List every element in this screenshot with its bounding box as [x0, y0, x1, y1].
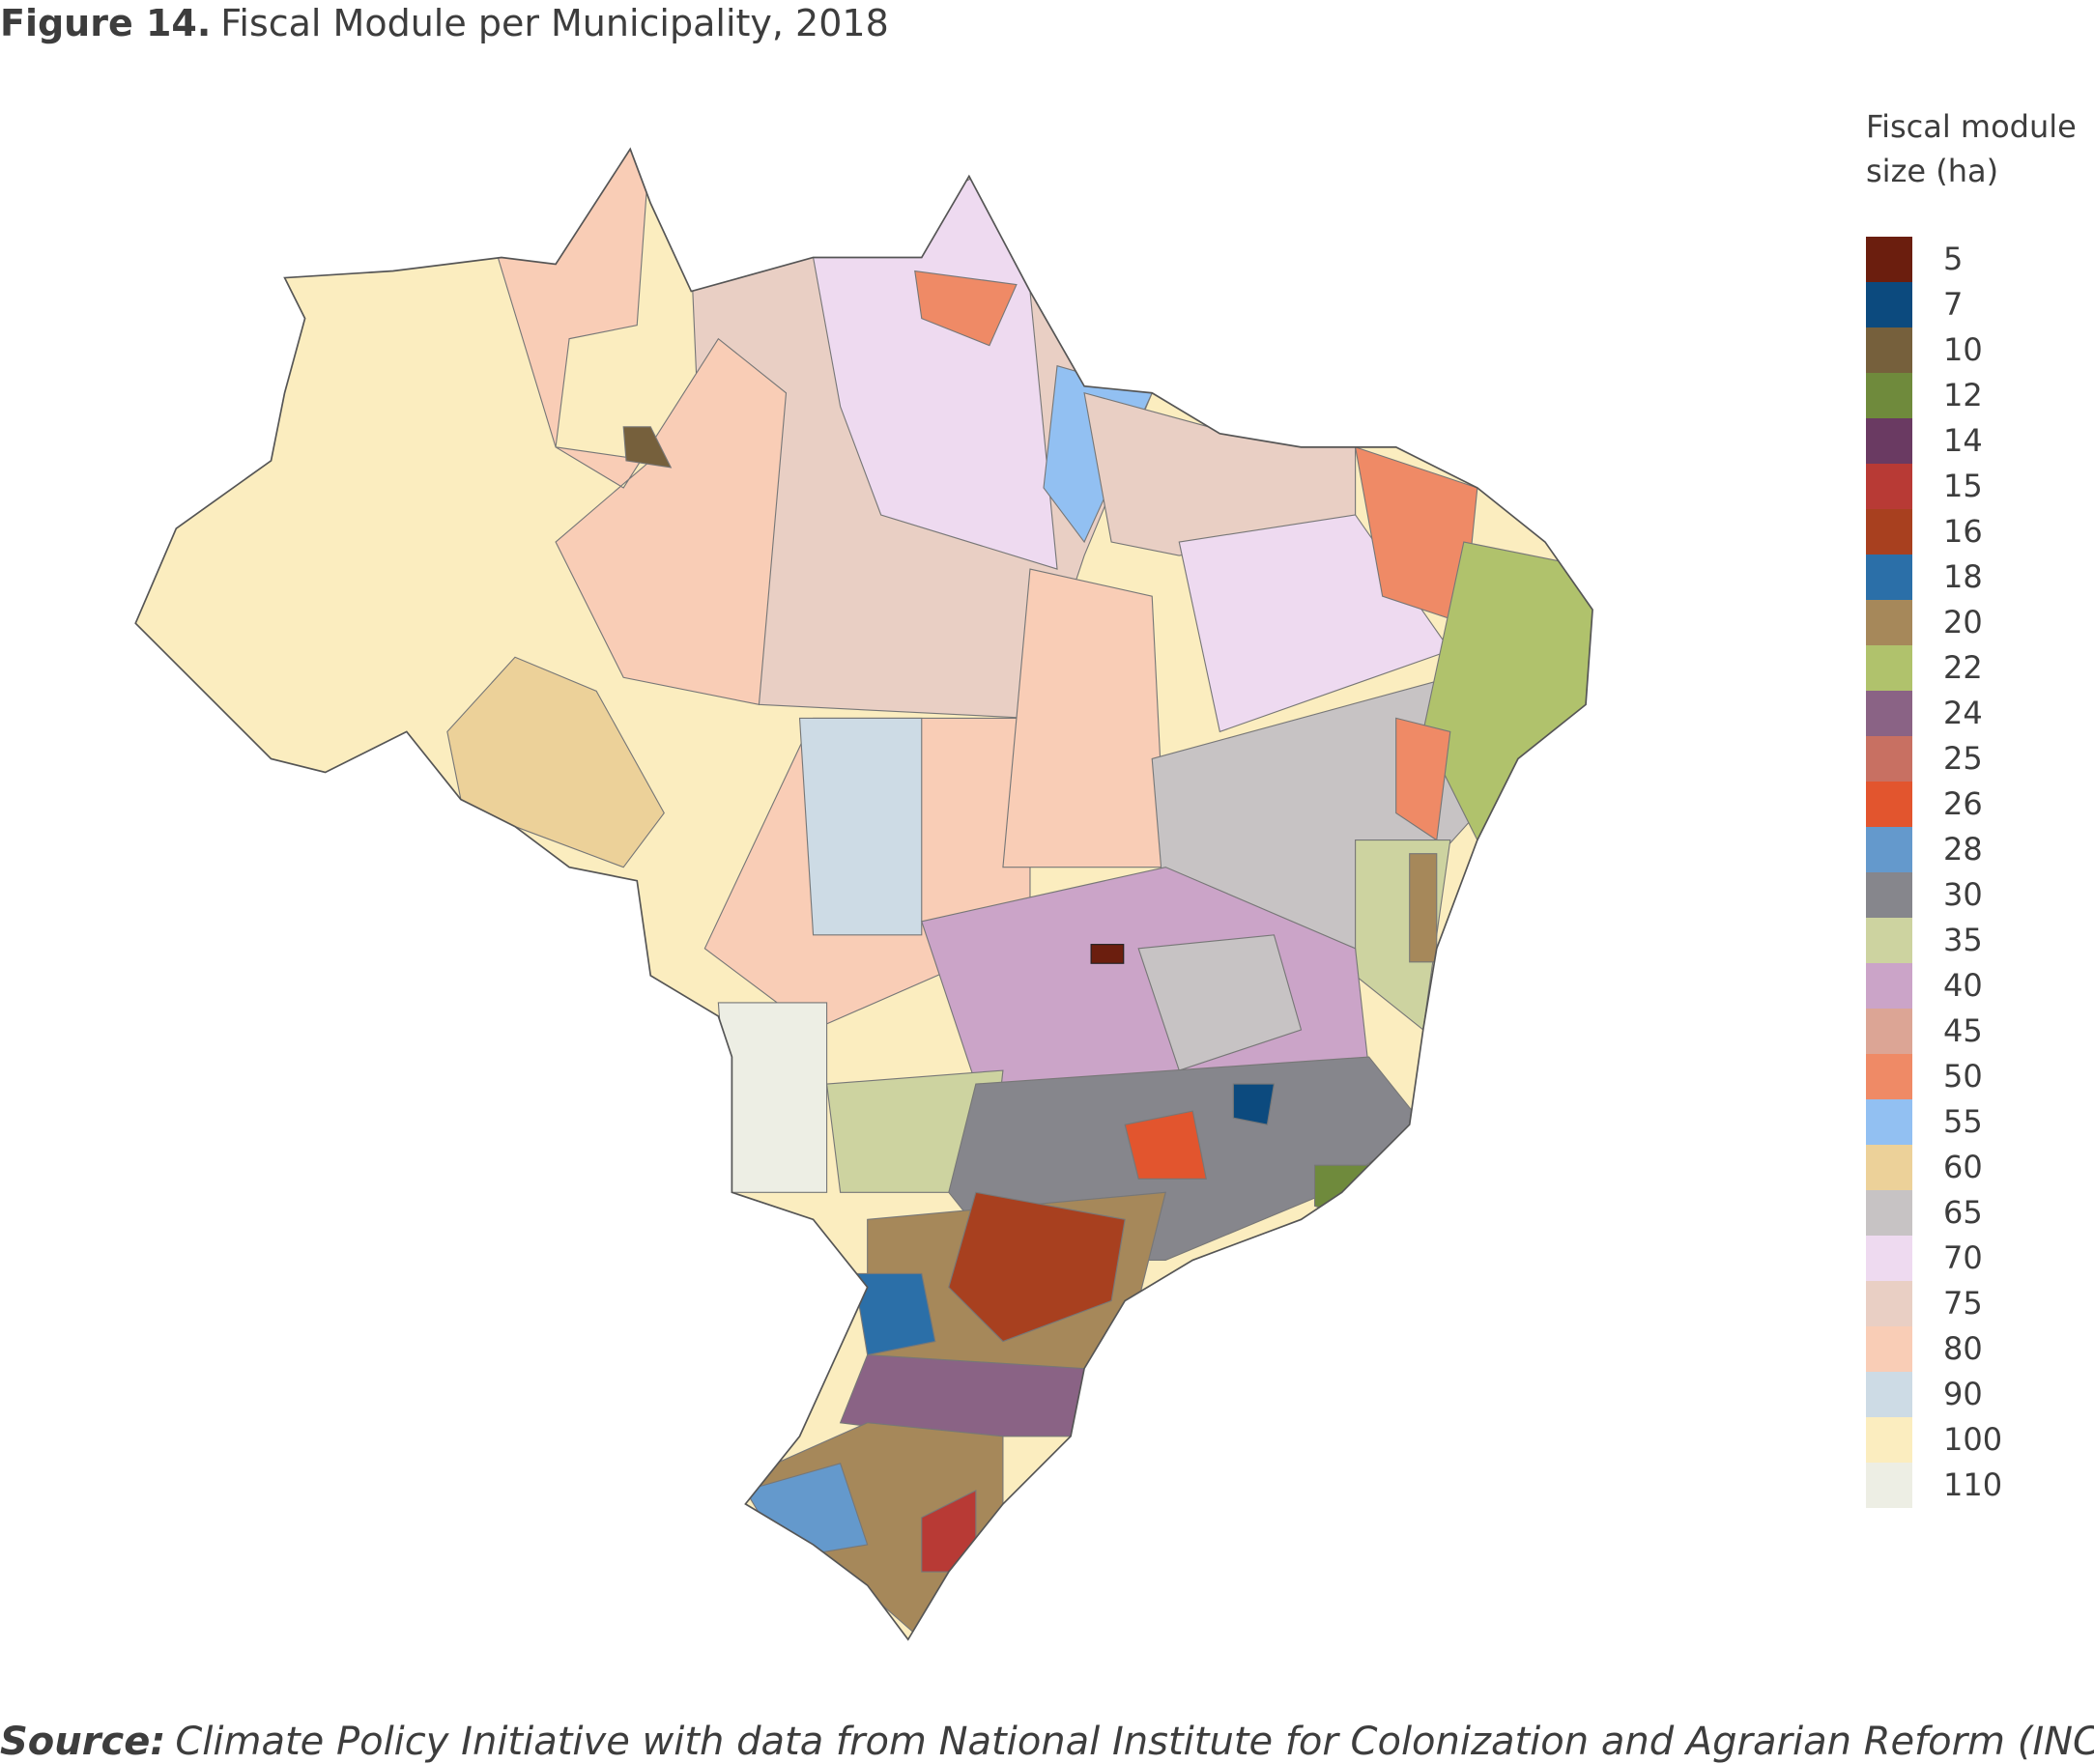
legend-label: 80 — [1943, 1330, 1983, 1367]
legend-title: Fiscal module size (ha) — [1866, 108, 2077, 189]
legend-label: 20 — [1943, 604, 1983, 640]
map — [134, 148, 1593, 1640]
region — [852, 1272, 936, 1356]
legend-label: 60 — [1943, 1149, 1983, 1185]
region — [717, 1002, 828, 1193]
source: Source: Climate Policy Initiative with da… — [0, 1720, 2094, 1764]
region — [798, 717, 923, 936]
legend-label: 75 — [1943, 1285, 1983, 1322]
legend-label: 28 — [1943, 831, 1983, 868]
legend-swatch — [1866, 1236, 1912, 1281]
legend-label: 30 — [1943, 876, 1983, 913]
legend-label: 18 — [1943, 558, 1983, 595]
legend-swatch — [1866, 1281, 1912, 1326]
legend-label: 14 — [1943, 422, 1983, 459]
legend-label: 25 — [1943, 740, 1983, 777]
region — [1137, 934, 1303, 1071]
region — [1409, 853, 1438, 963]
legend-swatch — [1866, 237, 1912, 282]
brazil-map — [134, 148, 1593, 1640]
legend-swatch — [1866, 1417, 1912, 1463]
legend-swatch — [1866, 872, 1912, 918]
figure-title-text: Fiscal Module per Municipality, 2018 — [220, 2, 889, 44]
legend-swatch — [1866, 555, 1912, 600]
legend-label: 12 — [1943, 377, 1983, 413]
legend-swatch — [1866, 1099, 1912, 1145]
legend-swatch — [1866, 327, 1912, 373]
legend-label: 55 — [1943, 1103, 1983, 1140]
region — [460, 149, 788, 706]
source-label: Source: — [0, 1720, 166, 1764]
legend-swatch — [1866, 645, 1912, 691]
legend-label: 15 — [1943, 468, 1983, 504]
region — [839, 1354, 1085, 1437]
source-text: Climate Policy Initiative with data from… — [175, 1720, 2094, 1764]
legend-swatch — [1866, 918, 1912, 963]
legend-swatch — [1866, 963, 1912, 1009]
legend-swatch — [1866, 509, 1912, 555]
legend-swatch — [1866, 282, 1912, 327]
legend-label: 16 — [1943, 513, 1983, 550]
legend-swatch — [1866, 600, 1912, 645]
legend-label: 65 — [1943, 1194, 1983, 1231]
legend-label: 40 — [1943, 967, 1983, 1004]
region — [1232, 1083, 1276, 1125]
legend-swatch — [1866, 1009, 1912, 1054]
legend-swatch — [1866, 827, 1912, 872]
map-regions — [135, 149, 1593, 1640]
legend-swatch — [1866, 1463, 1912, 1508]
region — [1124, 1110, 1207, 1180]
legend-label: 100 — [1943, 1421, 2003, 1458]
legend-label: 5 — [1943, 241, 1964, 277]
figure-label: Figure 14. — [0, 2, 212, 44]
legend-label: 10 — [1943, 331, 1983, 368]
legend-swatch — [1866, 691, 1912, 736]
legend-label: 22 — [1943, 649, 1983, 686]
legend-swatch — [1866, 1145, 1912, 1190]
legend-swatch — [1866, 736, 1912, 782]
legend-label: 7 — [1943, 286, 1964, 323]
legend-swatch — [1866, 1372, 1912, 1417]
legend-label: 24 — [1943, 695, 1983, 731]
region — [1090, 944, 1125, 964]
legend-label: 70 — [1943, 1239, 1983, 1276]
region — [1002, 568, 1166, 868]
legend-swatch — [1866, 1190, 1912, 1236]
legend-label: 35 — [1943, 922, 1983, 958]
legend-swatch — [1866, 1054, 1912, 1099]
legend-label: 26 — [1943, 785, 1983, 822]
legend-swatch — [1866, 373, 1912, 418]
region — [622, 426, 673, 469]
legend-label: 50 — [1943, 1058, 1983, 1095]
legend-label: 90 — [1943, 1376, 1983, 1412]
legend-label: 45 — [1943, 1012, 1983, 1049]
figure-title: Figure 14. Fiscal Module per Municipality… — [0, 2, 889, 44]
region — [914, 270, 1018, 347]
legend-swatch — [1866, 418, 1912, 464]
region — [948, 1191, 1126, 1343]
legend-swatch — [1866, 782, 1912, 827]
legend-label: 110 — [1943, 1466, 2003, 1503]
legend-swatch — [1866, 464, 1912, 509]
legend-swatch — [1866, 1326, 1912, 1372]
